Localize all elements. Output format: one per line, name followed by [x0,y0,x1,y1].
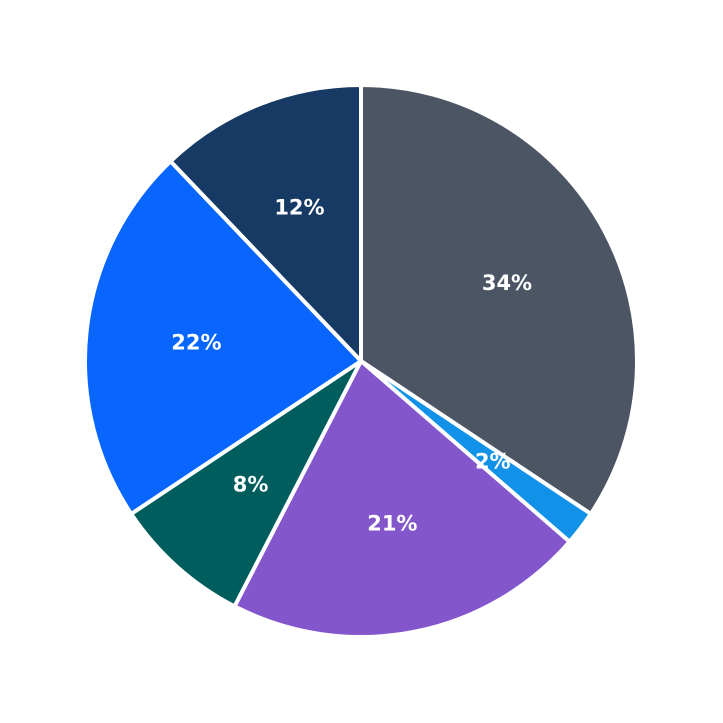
pie-slices [83,83,639,639]
slice-percent-label: 22% [171,331,221,355]
slice-percent-label: 8% [233,472,269,496]
slice-percent-label: 12% [274,195,324,219]
pie-labels: 34% 2% 21% 8% 22% 12% [171,195,532,535]
pie-slice [168,83,363,363]
slice-percent-label: 2% [475,449,511,473]
slice-percent-label: 34% [482,271,532,295]
slice-percent-label: 21% [367,512,417,536]
pie-slice [129,359,363,609]
pie-slice [83,159,363,516]
pie-slice [232,359,572,639]
